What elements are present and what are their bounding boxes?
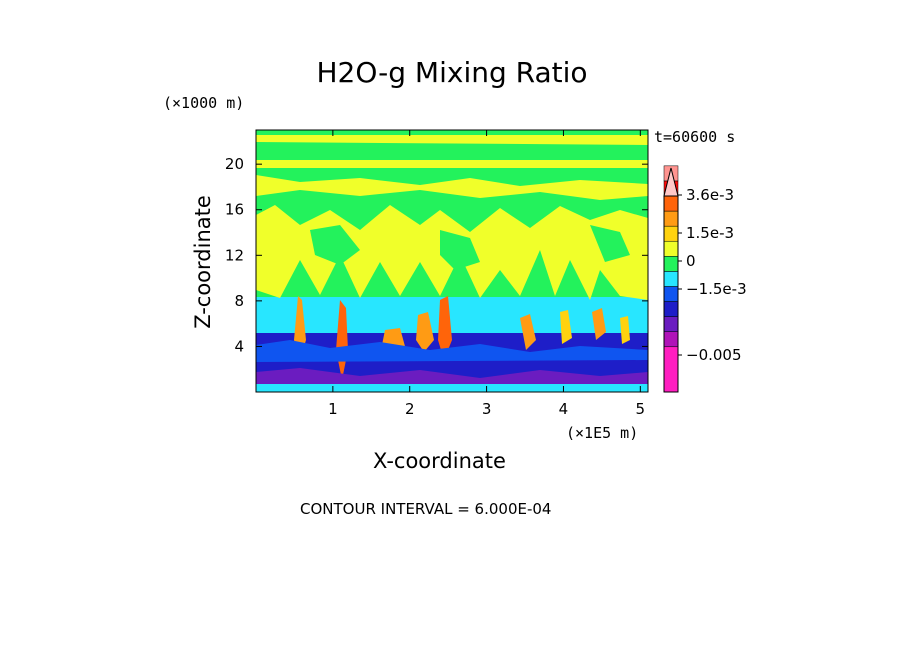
x-tick-label: 5 xyxy=(636,400,646,418)
x-axis-unit: (×1E5 m) xyxy=(566,424,639,442)
band-surface xyxy=(256,384,648,392)
y-tick-label: 4 xyxy=(234,337,244,355)
contour-interval-label: CONTOUR INTERVAL = 6.000E-04 xyxy=(300,500,552,518)
patch-green-1 xyxy=(310,225,360,265)
colorbar-segment xyxy=(663,331,679,348)
y-tick-label: 20 xyxy=(225,155,244,173)
band-yellow-top xyxy=(256,135,648,145)
colorbar: 3.6e-3 1.5e-3 0 −1.5e-3 −0.005 xyxy=(663,165,747,393)
y-tick-label: 8 xyxy=(234,292,244,310)
z-axis-unit: (×1000 m) xyxy=(163,94,245,112)
colorbar-label: −1.5e-3 xyxy=(686,280,747,298)
colorbar-segment xyxy=(663,271,679,287)
x-tick-label: 2 xyxy=(405,400,415,418)
plume-6 xyxy=(520,314,536,350)
x-tick-label: 4 xyxy=(559,400,569,418)
colorbar-segment xyxy=(663,316,679,332)
colorbar-segment xyxy=(663,240,679,257)
x-tick-label: 1 xyxy=(328,400,338,418)
colorbar-segment xyxy=(663,286,679,302)
colorbar-segment xyxy=(663,256,679,272)
x-ticks: 1 2 3 4 5 xyxy=(328,130,645,418)
y-ticks: 4 8 12 16 20 xyxy=(225,155,648,355)
colorbar-segment xyxy=(663,346,679,393)
colorbar-segment xyxy=(663,301,679,317)
contour-field xyxy=(256,130,648,392)
time-label: t=60600 s xyxy=(654,128,736,146)
x-axis-label: X-coordinate xyxy=(373,449,506,473)
plot-frame xyxy=(255,129,649,393)
plume-4 xyxy=(416,312,434,352)
band-yellow-18 xyxy=(256,175,648,200)
colorbar-label: −0.005 xyxy=(686,346,742,364)
chart-title: H2O-g Mixing Ratio xyxy=(316,56,588,89)
colorbar-segment xyxy=(663,225,679,242)
plume-8 xyxy=(592,308,606,340)
colorbar-segment xyxy=(663,195,679,212)
plume-5 xyxy=(438,296,452,360)
plume-9 xyxy=(620,316,630,344)
colorbar-label: 3.6e-3 xyxy=(686,186,734,204)
y-tick-label: 12 xyxy=(225,246,244,264)
band-yellow-20 xyxy=(256,160,648,168)
plume-7 xyxy=(560,310,572,344)
band-mid-blue xyxy=(256,340,648,362)
colorbar-label: 0 xyxy=(686,252,696,270)
colorbar-frame xyxy=(663,195,679,393)
patch-green-3 xyxy=(590,225,630,262)
colorbar-segment xyxy=(663,210,679,227)
band-cyan xyxy=(256,297,648,337)
colorbar-label: 1.5e-3 xyxy=(686,224,734,242)
x-tick-label: 3 xyxy=(482,400,492,418)
patch-green-2 xyxy=(440,230,480,270)
y-tick-label: 16 xyxy=(225,201,244,219)
